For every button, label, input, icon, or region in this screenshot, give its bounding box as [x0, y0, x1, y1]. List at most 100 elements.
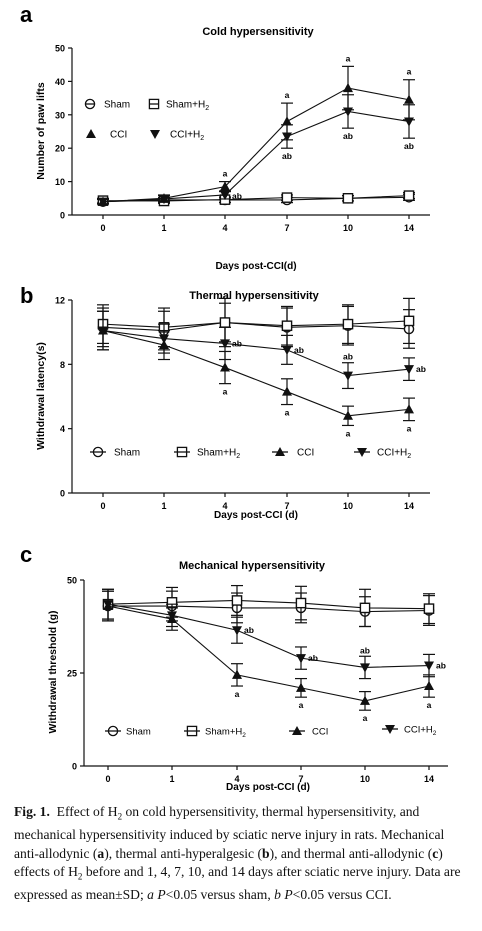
- panel-a: a Cold hypersensitivity Number of paw li…: [20, 2, 315, 272]
- y-tick-label: 50: [67, 576, 77, 586]
- data-point: [359, 602, 371, 614]
- series-line: [102, 321, 410, 332]
- panel-c: c Mechanical hypersensitivity Withdrawal…: [20, 542, 437, 793]
- data-point: [343, 107, 353, 117]
- series-line: [102, 110, 410, 203]
- data-point: [220, 190, 230, 201]
- data-point: [296, 682, 306, 692]
- panel-b: b Thermal hypersensitivity Withdrawal la…: [20, 283, 411, 521]
- x-tick-label: 1: [169, 774, 174, 784]
- significance-label: a: [223, 387, 228, 397]
- panel-b-title: Thermal hypersensitivity: [189, 290, 319, 302]
- legend-label-sham: Sham: [104, 100, 130, 111]
- data-point: [423, 603, 435, 614]
- data-point: [220, 339, 230, 349]
- significance-label: ab: [343, 352, 353, 362]
- series-line: [102, 330, 410, 377]
- significance-label: ab: [244, 625, 254, 635]
- caption-fig-label: Fig. 1.: [14, 804, 50, 819]
- series-line: [102, 320, 410, 328]
- legend-marker-cci-h2: [150, 130, 160, 139]
- y-tick-label: 0: [60, 489, 65, 499]
- series-sham-h2: [97, 297, 415, 348]
- series-line: [107, 605, 430, 702]
- data-point: [343, 410, 353, 420]
- legend-marker-cci: [272, 447, 288, 456]
- significance-label: a: [346, 428, 351, 438]
- significance-label: ab: [416, 364, 426, 374]
- x-tick-label: 10: [343, 223, 353, 233]
- significance-label: ab: [404, 141, 414, 151]
- significance-label: a: [223, 169, 228, 179]
- significance-label: ab: [282, 151, 292, 161]
- legend-label-cci-h2: CCI+H2: [170, 130, 204, 143]
- x-tick-label: 4: [234, 774, 239, 784]
- panel-b-y-axis-label: Withdrawal latency(s): [35, 342, 47, 450]
- significance-label: a: [363, 713, 368, 723]
- legend-label-cci: CCI: [312, 727, 328, 738]
- significance-label: ab: [308, 653, 318, 663]
- y-tick-label: 10: [55, 177, 65, 187]
- significance-label: ab: [232, 338, 242, 348]
- y-tick-label: 40: [55, 77, 65, 87]
- significance-label: a: [285, 408, 290, 418]
- x-tick-label: 7: [284, 223, 289, 233]
- panel-a-letter: a: [20, 2, 33, 27]
- panel-c-x-axis-label: Days post-CCI (d): [226, 782, 310, 793]
- significance-label: ab: [343, 131, 353, 141]
- series-line: [102, 195, 410, 202]
- legend-marker-cci: [86, 129, 96, 138]
- data-point: [404, 365, 414, 375]
- caption-text: Effect of H2 on cold hypersensitivity, t…: [14, 804, 461, 903]
- legend-label-cci: CCI: [297, 448, 314, 459]
- data-point: [424, 680, 434, 691]
- x-tick-label: 10: [343, 501, 353, 511]
- significance-label: ab: [360, 645, 370, 655]
- legend-marker-sham: [84, 98, 96, 110]
- legend-label-sham-h2: Sham+H2: [205, 727, 246, 740]
- data-point: [342, 318, 354, 330]
- x-tick-label: 0: [100, 223, 105, 233]
- x-tick-label: 4: [222, 223, 227, 233]
- significance-label: a: [407, 424, 412, 434]
- data-point: [232, 669, 242, 679]
- data-point: [424, 661, 434, 671]
- legend-label-sham-h2: Sham+H2: [166, 100, 209, 113]
- panel-a-y-axis-label: Number of paw lifts: [35, 82, 47, 180]
- x-tick-label: 1: [161, 223, 166, 233]
- significance-label: a: [299, 700, 304, 710]
- data-point: [232, 626, 242, 636]
- data-point: [167, 611, 177, 621]
- significance-label: a: [285, 90, 290, 100]
- x-tick-label: 0: [100, 501, 105, 511]
- series-cci: a a a a: [97, 310, 415, 438]
- data-point: [404, 94, 414, 104]
- panel-c-legend: Sham Sham+H2 CCI CCI+H2: [105, 725, 437, 740]
- significance-label: ab: [294, 345, 304, 355]
- panel-b-x-axis-label: Days post-CCI (d): [214, 510, 298, 521]
- series-line: [107, 599, 430, 610]
- legend-label-sham: Sham: [114, 448, 140, 459]
- panel-c-letter: c: [20, 542, 32, 567]
- legend-marker-cci: [289, 726, 305, 735]
- x-tick-label: 4: [222, 501, 227, 511]
- legend-marker-sham: [105, 725, 121, 737]
- data-point: [282, 386, 292, 396]
- x-tick-label: 14: [424, 774, 434, 784]
- y-tick-label: 12: [55, 296, 65, 306]
- legend-marker-cci-h2: [354, 448, 370, 457]
- data-point: [282, 132, 292, 142]
- y-tick-label: 25: [67, 669, 77, 679]
- significance-label: ab: [436, 661, 446, 671]
- y-tick-label: 30: [55, 110, 65, 120]
- legend-marker-sham: [90, 446, 106, 458]
- legend-marker-sham-h2: [174, 446, 190, 458]
- series-line: [107, 603, 430, 668]
- series-sham: [102, 590, 435, 628]
- legend-label-sham-h2: Sham+H2: [197, 448, 240, 461]
- legend-label-cci: CCI: [110, 130, 127, 141]
- y-tick-label: 4: [60, 424, 65, 434]
